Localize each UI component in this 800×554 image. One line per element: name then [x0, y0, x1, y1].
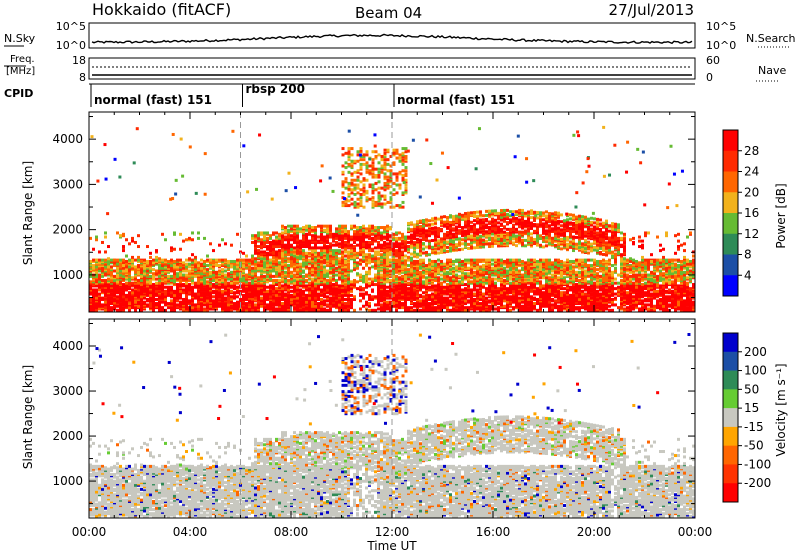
velocity-colorbar-cell: [723, 389, 738, 409]
beam-title: Beam 04: [355, 4, 422, 22]
nsky-tick-top: 10^5: [56, 20, 86, 33]
time-axis: 00:00 04:00 08:00 12:00 16:00 20:00 00:00: [72, 525, 713, 539]
velocity-colorbar-tick: 15: [744, 401, 759, 415]
nsky-tick-bottom: 10^0: [56, 39, 86, 52]
power-colorbar-tick: 16: [744, 206, 759, 220]
power-colorbar-cell: [723, 213, 738, 235]
power-colorbar-cell: [723, 171, 738, 193]
x-tick-label: 20:00: [577, 525, 612, 539]
velocity-colorbar-cell: [723, 445, 738, 465]
velocity-colorbar-cell: [723, 333, 738, 353]
freq-label: Freq.: [10, 54, 35, 65]
velocity-colorbar-tick: 50: [744, 382, 759, 396]
freq-unit: [MHz]: [6, 66, 35, 77]
power-panel: 1000 2000 3000 4000: [52, 111, 696, 313]
power-colorbar-cell: [723, 150, 738, 172]
power-colorbar-label: Power [dB]: [774, 183, 788, 248]
y-tick-label: 2000: [52, 429, 83, 443]
nsky-label: N.Sky: [4, 32, 36, 45]
velocity-colorbar-cell: [723, 464, 738, 484]
nave-tick-top: 60: [706, 54, 720, 67]
y-tick-label: 2000: [52, 223, 83, 237]
velocity-colorbar-tick: -100: [744, 457, 771, 471]
velocity-colorbar-cell: [723, 483, 738, 503]
nsearch-label: N.Search: [746, 32, 796, 45]
velocity-colorbar-tick: -50: [744, 439, 764, 453]
nave-label: Nave: [758, 64, 786, 77]
power-colorbar-cell: [723, 254, 738, 276]
xaxis-label: Time UT: [366, 539, 417, 553]
cpid-segment-label: normal (fast) 151: [397, 93, 515, 107]
velocity-colorbar-cell: [723, 370, 738, 390]
y-tick-label: 4000: [52, 339, 83, 353]
velocity-colorbar-tick: -200: [744, 476, 771, 490]
x-tick-label: 00:00: [678, 525, 713, 539]
power-colorbar-tick: 12: [744, 227, 759, 241]
power-colorbar-cell: [723, 130, 738, 152]
colorbars: 4 8 12 16 20 24 28 200 100 50 15 -15 -50 -100 -200: [722, 129, 771, 503]
x-tick-label: 00:00: [72, 525, 107, 539]
freq-tick-top: 18: [72, 54, 86, 67]
power-colorbar-tick: 20: [744, 185, 759, 199]
cpid-segment-label: normal (fast) 151: [94, 93, 212, 107]
x-tick-label: 08:00: [274, 525, 309, 539]
x-tick-label: 04:00: [173, 525, 208, 539]
power-colorbar-tick: 24: [744, 165, 759, 179]
velocity-colorbar-tick: 100: [744, 364, 767, 378]
x-tick-label: 12:00: [375, 525, 410, 539]
power-colorbar-cell: [723, 233, 738, 255]
x-tick-label: 16:00: [476, 525, 511, 539]
cpid-segment-label: rbsp 200: [246, 82, 305, 96]
y-tick-label: 3000: [52, 177, 83, 191]
scatter-cells: [89, 125, 695, 312]
velocity-colorbar-tick: -15: [744, 420, 764, 434]
nave-tick-bottom: 0: [706, 71, 713, 84]
power-colorbar-cell: [723, 192, 738, 214]
nsky-frame: [88, 22, 696, 49]
power-colorbar-tick: 28: [744, 144, 759, 158]
y-tick-label: 1000: [52, 268, 83, 282]
velocity-colorbar-label: Velocity [m s⁻¹]: [774, 363, 788, 456]
velocity-ylabel: Slant Range [km]: [21, 365, 35, 469]
velocity-colorbar-cell: [723, 351, 738, 372]
velocity-colorbar-cell: [723, 408, 738, 428]
nsearch-tick-top: 10^5: [706, 20, 736, 33]
y-tick-label: 1000: [52, 474, 83, 488]
velocity-colorbar-tick: 200: [744, 345, 767, 359]
y-tick-label: 4000: [52, 132, 83, 146]
nsky-trace: [91, 33, 693, 45]
date-title: 27/Jul/2013: [609, 1, 694, 19]
cpid-segments: normal (fast) 151 rbsp 200 normal (fast) 1…: [90, 82, 515, 107]
velocity-panel: 1000 2000 3000 4000: [52, 318, 696, 519]
velocity-colorbar-cell: [723, 426, 738, 447]
y-tick-label: 3000: [52, 384, 83, 398]
power-ylabel: Slant Range [km]: [21, 161, 35, 265]
power-colorbar-cell: [723, 275, 738, 297]
nsearch-tick-bottom: 10^0: [706, 39, 736, 52]
freq-tick-bottom: 8: [79, 71, 86, 84]
cpid-label: CPID: [4, 87, 33, 100]
freq-frame: [88, 57, 696, 80]
station-title: Hokkaido (fitACF): [92, 0, 231, 19]
power-colorbar-tick: 4: [744, 268, 752, 282]
power-colorbar-tick: 8: [744, 248, 752, 262]
scatter-cells: [89, 333, 695, 518]
